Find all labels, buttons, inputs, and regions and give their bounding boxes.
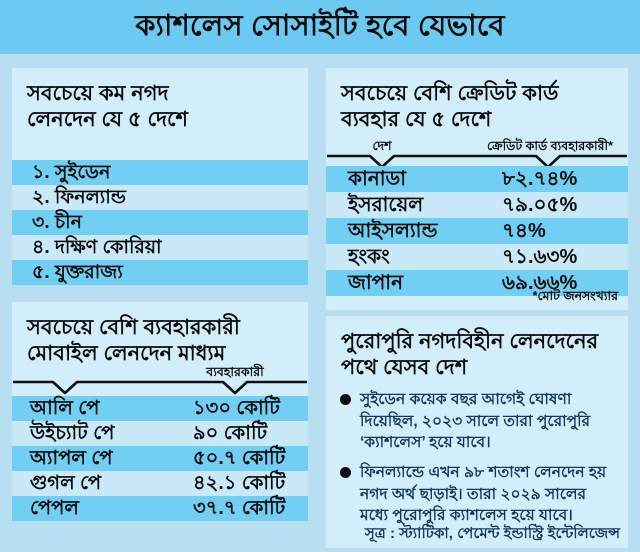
table-row: আইসল্যান্ড ৭৪% [326, 218, 628, 244]
bullet-icon [340, 394, 351, 406]
value-cell: ৬৯.৬৬% [502, 272, 578, 294]
country-cell: ইসরায়েল [348, 194, 424, 216]
mobile-column-headers: ব্যবহারকারী [12, 364, 308, 380]
table-row: কানাডা ৮২.৭৪% [326, 166, 628, 192]
least-cash-list: ১. সুইডেন ২. ফিনল্যান্ড ৩. চীন ৪. দক্ষিণ… [12, 160, 308, 285]
credit-card-heading: সবচেয়ে বেশি ক্রেডিট কার্ড ব্যবহার যে ৫ দ… [326, 68, 628, 132]
panel-credit-card: সবচেয়ে বেশি ক্রেডিট কার্ড ব্যবহার যে ৫ দ… [326, 68, 628, 310]
least-cash-heading: সবচেয়ে কম নগদ লেনদেন যে ৫ দেশে [12, 68, 308, 132]
column-header-country: দেশ [372, 139, 392, 153]
heading-line-1: সবচেয়ে বেশি ক্রেডিট কার্ড [341, 82, 559, 105]
table-row: হংকং ৭১.৬৩% [326, 244, 628, 270]
table-row: উইচ্যাট পে ৯০ কোটি [12, 421, 308, 446]
panel-cashless-path: পুরোপুরি নগদবিহীন লেনদেনের পথে যেসব দেশ স… [326, 316, 628, 548]
source-credit: সূত্র : স্ট্যাটিকা, পেমেন্ট ইন্ডাস্ট্রি … [364, 525, 620, 542]
service-cell: উইচ্যাট পে [30, 422, 115, 444]
panel-least-cash: সবচেয়ে কম নগদ লেনদেন যে ৫ দেশে ১. সুইডেন… [12, 68, 308, 285]
list-item: ফিনল্যান্ডে এখন ৯৮ শতাংশ লেনদেন হয় নগদ … [340, 462, 618, 526]
value-cell: ৮২.৭৪% [502, 168, 578, 190]
country-cell: কানাডা [348, 168, 407, 190]
list-item: সুইডেন কয়েক বছর আগেই ঘোষণা দিয়েছিল, ২০… [340, 389, 618, 453]
list-item: ২. ফিনল্যান্ড [12, 185, 308, 210]
service-cell: অ্যাপল পে [30, 447, 113, 469]
heading-line-1: পুরোপুরি নগদবিহীন লেনদেনের [341, 330, 599, 353]
credit-card-table: কানাডা ৮২.৭৪% ইসরায়েল ৭৯.০৫% আইসল্যান্ড ৭৪… [326, 166, 628, 296]
value-cell: ১৩০ কোটি [193, 397, 280, 419]
country-cell: জাপান [348, 272, 404, 294]
bullet-text: ফিনল্যান্ডে এখন ৯৮ শতাংশ লেনদেন হয় নগদ … [360, 464, 607, 525]
mobile-payments-table: আলি পে ১৩০ কোটি উইচ্যাট পে ৯০ কোটি অ্যাপল … [12, 396, 308, 521]
list-item: ১. সুইডেন [12, 160, 308, 185]
table-row: ইসরায়েল ৭৯.০৫% [326, 192, 628, 218]
table-row: আলি পে ১৩০ কোটি [12, 396, 308, 421]
service-cell: আলি পে [30, 397, 100, 419]
value-cell: ৩৭.৭ কোটি [193, 497, 286, 519]
list-item: ৫. যুক্তরাজ্য [12, 260, 308, 285]
cashless-bullet-list: সুইডেন কয়েক বছর আগেই ঘোষণা দিয়েছিল, ২০… [340, 389, 618, 526]
table-row: জাপান ৬৯.৬৬% [326, 270, 628, 296]
table-row: গুগল পে ৪২.১ কোটি [12, 471, 308, 496]
country-cell: হংকং [348, 246, 390, 268]
heading-line-2: পথে যেসব দেশ [341, 355, 468, 379]
cashless-path-heading: পুরোপুরি নগদবিহীন লেনদেনের পথে যেসব দেশ [326, 316, 628, 380]
header-separator-pointer [13, 380, 307, 395]
value-cell: ৯০ কোটি [193, 422, 268, 444]
mobile-payments-heading: সবচেয়ে বেশি ব্যবহারকারী মোবাইল লেনদেন মা… [12, 302, 308, 366]
heading-line-1: সবচেয়ে কম নগদ [27, 82, 169, 105]
title-band: ক্যাশলেস সোসাইটি হবে যেভাবে [0, 0, 640, 54]
table-row: পেপল ৩৭.৭ কোটি [12, 496, 308, 521]
value-cell: ৫০.৭ কোটি [193, 447, 286, 469]
heading-line-1: সবচেয়ে বেশি ব্যবহারকারী [27, 316, 240, 339]
column-header-users: ক্রেডিট কার্ড ব্যবহারকারী* [487, 139, 613, 153]
column-header-users: ব্যবহারকারী [206, 365, 264, 379]
value-cell: ৭১.৬৩% [502, 246, 578, 268]
service-cell: পেপল [30, 497, 79, 519]
heading-line-2: মোবাইল লেনদেন মাধ্যম [27, 341, 226, 365]
credit-card-column-headers: দেশ ক্রেডিট কার্ড ব্যবহারকারী* [326, 138, 628, 154]
value-cell: ৭৯.০৫% [502, 194, 578, 216]
country-cell: আইসল্যান্ড [348, 220, 438, 242]
bullet-text: সুইডেন কয়েক বছর আগেই ঘোষণা দিয়েছিল, ২০… [360, 391, 591, 451]
panel-mobile-payments: সবচেয়ে বেশি ব্যবহারকারী মোবাইল লেনদেন মা… [12, 302, 308, 521]
heading-line-2: লেনদেন যে ৫ দেশে [27, 107, 188, 131]
value-cell: ৪২.১ কোটি [193, 472, 286, 494]
table-row: অ্যাপল পে ৫০.৭ কোটি [12, 446, 308, 471]
heading-line-2: ব্যবহার যে ৫ দেশে [341, 107, 492, 131]
bullet-icon [340, 467, 351, 479]
page-title: ক্যাশলেস সোসাইটি হবে যেভাবে [135, 9, 505, 42]
header-separator-pointer [327, 154, 627, 169]
service-cell: গুগল পে [30, 472, 102, 494]
footnote: *মোট জনসংখ্যার [532, 289, 618, 303]
value-cell: ৭৪% [502, 220, 546, 242]
list-item: ৪. দক্ষিণ কোরিয়া [12, 235, 308, 260]
list-item: ৩. চীন [12, 210, 308, 235]
